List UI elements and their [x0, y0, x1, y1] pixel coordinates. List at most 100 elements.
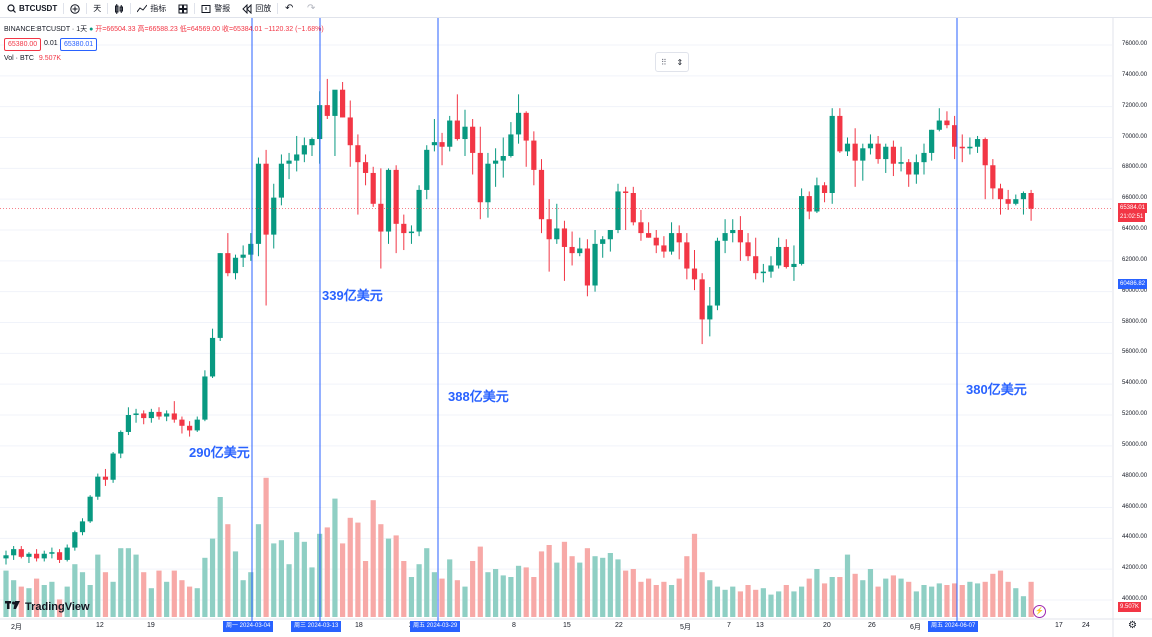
interval-label: 天	[93, 4, 102, 13]
volume-bar	[11, 580, 17, 617]
candle-body	[821, 185, 828, 193]
candle-body	[286, 160, 292, 164]
replay-button[interactable]: 回放	[236, 0, 277, 17]
volume-bar	[393, 535, 399, 617]
alert-button[interactable]: 警报	[195, 0, 236, 17]
interval-button[interactable]: 天	[87, 0, 107, 17]
price-tick-label: 74000.00	[1122, 71, 1148, 78]
volume-bar	[72, 564, 78, 617]
tradingview-logo: TradingView	[5, 600, 90, 613]
candle-body	[714, 240, 721, 306]
move-icon: ⇕	[676, 57, 684, 67]
volume-bar	[209, 538, 216, 617]
volume-bar	[990, 573, 996, 617]
legend-title: BINANCE:BTCUSDT · 1天	[4, 26, 88, 33]
candle-body	[416, 189, 422, 232]
legend-change: −1120.32 (−1.68%)	[264, 26, 324, 33]
candle-body	[164, 413, 170, 417]
candle-body	[355, 145, 361, 163]
candle-body	[722, 233, 728, 241]
indicators-icon	[137, 4, 148, 14]
top-toolbar: BTCUSDT 天 指标 警报 回放 ↶ ↷	[0, 0, 1152, 18]
candle-body	[125, 415, 131, 432]
candle-body	[837, 115, 843, 152]
candle-body	[11, 549, 17, 556]
candle-body	[906, 162, 912, 175]
volume-bar	[515, 565, 522, 617]
price-tick-label: 54000.00	[1122, 380, 1148, 387]
symbol-search[interactable]: BTCUSDT	[0, 0, 63, 17]
volume-bar	[699, 572, 705, 617]
chart-type-button[interactable]	[108, 0, 130, 17]
candle-body	[768, 265, 774, 272]
volume-bar	[630, 569, 636, 617]
candle-body	[240, 254, 246, 258]
redo-button[interactable]: ↷	[300, 0, 322, 17]
volume-bar	[523, 567, 529, 617]
candle-body	[944, 120, 950, 126]
volume-bar	[18, 586, 24, 617]
volume-bar	[806, 578, 812, 617]
buy-price-button[interactable]: 65380.01	[60, 38, 98, 51]
volume-bar	[646, 578, 652, 617]
settings-icon[interactable]: ⚙	[1128, 620, 1137, 631]
candle-body	[378, 203, 384, 232]
candle-body	[546, 219, 552, 240]
volume-bar	[638, 581, 644, 617]
price-chart[interactable]	[0, 18, 1152, 637]
price-tick-label: 44000.00	[1122, 534, 1148, 541]
volume-bar	[271, 543, 277, 617]
volume-bar	[653, 585, 659, 617]
volume-bar	[561, 541, 568, 617]
candle-body	[523, 112, 529, 141]
volume-bar	[684, 556, 690, 617]
volume-bar	[87, 585, 93, 617]
volume-label: Vol · BTC	[4, 55, 34, 62]
undo-button[interactable]: ↶	[278, 0, 300, 17]
volume-bar	[202, 557, 208, 617]
price-tick-label: 76000.00	[1122, 41, 1148, 47]
sell-price-button[interactable]: 65380.00	[4, 38, 42, 51]
candle-body	[431, 142, 437, 146]
candle-body	[470, 126, 476, 153]
candle-body	[538, 169, 545, 220]
legend-high: 高=66588.23	[137, 26, 178, 33]
volume-bar	[156, 570, 162, 617]
indicators-button[interactable]: 指标	[131, 0, 172, 17]
volume-bar	[424, 548, 430, 617]
divider	[130, 3, 132, 14]
price-tick-label: 64000.00	[1122, 226, 1148, 232]
grid-icon	[178, 4, 188, 14]
candle-body	[952, 125, 958, 147]
candle-body	[852, 143, 858, 161]
lightning-icon[interactable]: ⚡	[1033, 605, 1046, 618]
volume-bar	[577, 562, 583, 617]
candle-body	[72, 532, 78, 548]
candle-body	[232, 257, 239, 274]
candle-body	[653, 237, 659, 246]
candle-body	[18, 549, 24, 557]
templates-button[interactable]	[172, 0, 194, 17]
volume-bar	[883, 578, 889, 617]
volume-bar	[844, 554, 851, 617]
candle-body	[439, 142, 445, 147]
volume-bar	[133, 554, 139, 617]
candle-body	[623, 191, 629, 193]
candle-body	[990, 165, 996, 189]
candle-body	[41, 553, 47, 559]
annotation-1: 290亿美元	[189, 445, 250, 460]
compare-button[interactable]	[64, 0, 86, 17]
volume-bar	[921, 585, 927, 617]
volume-bar	[248, 572, 254, 617]
redo-icon: ↷	[307, 3, 316, 14]
volume-bar	[95, 554, 101, 617]
candle-body	[515, 112, 522, 135]
candle-body	[883, 146, 889, 160]
drag-handle-icon: ⠿	[660, 57, 667, 67]
candle-body	[791, 263, 797, 267]
candle-body	[347, 117, 353, 146]
volume-bar	[1020, 596, 1027, 617]
date-tick-label: 2月	[11, 624, 22, 631]
candle-body	[263, 163, 269, 235]
chart-drag-control[interactable]: ⠿ ⇕	[655, 52, 689, 72]
